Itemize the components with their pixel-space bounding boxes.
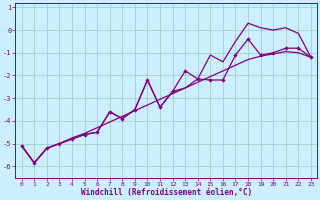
X-axis label: Windchill (Refroidissement éolien,°C): Windchill (Refroidissement éolien,°C) [81, 188, 252, 197]
